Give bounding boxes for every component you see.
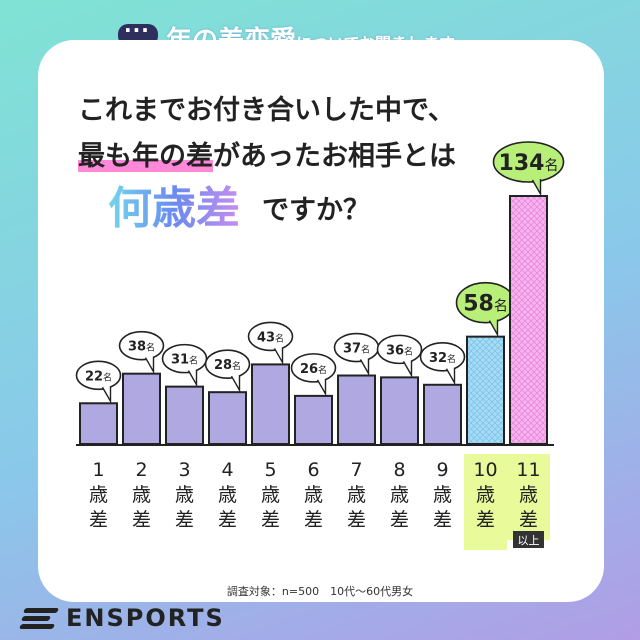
category-unit: 差: [390, 509, 409, 531]
logo-text: ENSPORTS: [66, 604, 225, 632]
category-unit: 歳: [390, 484, 409, 506]
category-unit: 歳: [519, 484, 538, 506]
bubble-tail: [531, 179, 542, 197]
bar-3: [165, 385, 204, 445]
logo-mark-icon: [18, 608, 60, 630]
bar-9: [423, 383, 462, 446]
value-bubble: [75, 360, 122, 391]
category-label: 9: [436, 459, 448, 481]
question-line-2: 最も年の差があったお相手とは: [78, 134, 456, 173]
category-label: 7: [350, 459, 362, 481]
category-label: 2: [135, 459, 147, 481]
bubble-tail: [359, 358, 370, 377]
category-unit: 歳: [476, 484, 495, 506]
bar-10: [466, 335, 505, 445]
category-label: 11: [516, 459, 540, 481]
category-unit: 差: [89, 509, 108, 531]
value-label: 26名: [300, 362, 327, 377]
bubble-tail: [187, 369, 198, 388]
category-label: 5: [264, 459, 276, 481]
question-suffix: ですか？: [262, 195, 370, 226]
question-highlight: 最も年の差: [78, 141, 213, 172]
question-emphasis: 何歳差: [108, 172, 240, 236]
value-label: 38名: [128, 340, 155, 355]
chart-baseline: [76, 444, 554, 446]
category-highlight: [507, 454, 550, 540]
bubble-tail: [445, 367, 456, 386]
value-label: 134名: [499, 151, 559, 176]
category-label: 1: [92, 459, 104, 481]
bubble-tail: [144, 356, 155, 375]
value-bubble: [118, 330, 165, 361]
bubble-tail: [101, 386, 112, 404]
bar-5: [251, 363, 290, 445]
category-label: 6: [307, 459, 319, 481]
value-bubble: [419, 341, 466, 372]
category-unit: 差: [519, 509, 538, 531]
value-bubble: [247, 321, 294, 352]
category-note: 以上: [518, 534, 540, 547]
category-label: 4: [221, 459, 233, 481]
category-unit: 歳: [261, 484, 280, 506]
category-unit: 歳: [304, 484, 323, 506]
category-unit: 歳: [433, 484, 452, 506]
category-unit: 差: [132, 509, 151, 531]
question-line-2-rest: があったお相手とは: [213, 141, 456, 172]
value-label: 36名: [386, 343, 413, 358]
category-unit: 差: [175, 509, 194, 531]
value-label: 43名: [257, 330, 284, 345]
category-note-box: [513, 531, 544, 548]
value-label: 31名: [171, 353, 198, 368]
category-unit: 差: [261, 509, 280, 531]
category-unit: 歳: [132, 484, 151, 506]
value-label: 28名: [214, 358, 241, 373]
category-highlight: [464, 454, 507, 550]
value-bubble: [204, 349, 251, 379]
category-label: 3: [178, 459, 190, 481]
category-unit: 差: [347, 509, 366, 531]
bar-7: [337, 374, 376, 446]
value-bubble: [376, 334, 423, 365]
category-unit: 差: [218, 509, 237, 531]
category-unit: 歳: [175, 484, 194, 506]
category-label: 8: [393, 459, 405, 481]
bubble-tail: [402, 360, 413, 379]
category-unit: 歳: [89, 484, 108, 506]
value-label: 32名: [429, 351, 456, 366]
bubble-tail: [316, 378, 327, 397]
value-bubble: [290, 353, 337, 383]
bubble-tail: [273, 347, 284, 366]
bar-6: [294, 394, 333, 445]
value-label: 37名: [343, 342, 370, 357]
survey-footnote: 調査対象：n=500 10代〜60代男女: [226, 585, 414, 598]
category-unit: 差: [433, 509, 452, 531]
bubble-tail: [230, 375, 241, 393]
bar-1: [79, 402, 118, 445]
category-label: 10: [473, 459, 497, 481]
bar-8: [380, 376, 419, 446]
value-label: 58名: [463, 292, 508, 317]
bar-11: [509, 195, 548, 445]
category-unit: 差: [304, 509, 323, 531]
value-bubble: [492, 141, 565, 183]
bar-2: [122, 372, 161, 445]
category-unit: 歳: [218, 484, 237, 506]
value-label: 22名: [85, 369, 112, 384]
category-unit: 歳: [347, 484, 366, 506]
question-line-1: これまでお付き合いした中で、: [78, 95, 455, 126]
category-unit: 差: [476, 509, 495, 531]
bubble-tail: [488, 319, 499, 338]
bar-4: [208, 391, 247, 446]
